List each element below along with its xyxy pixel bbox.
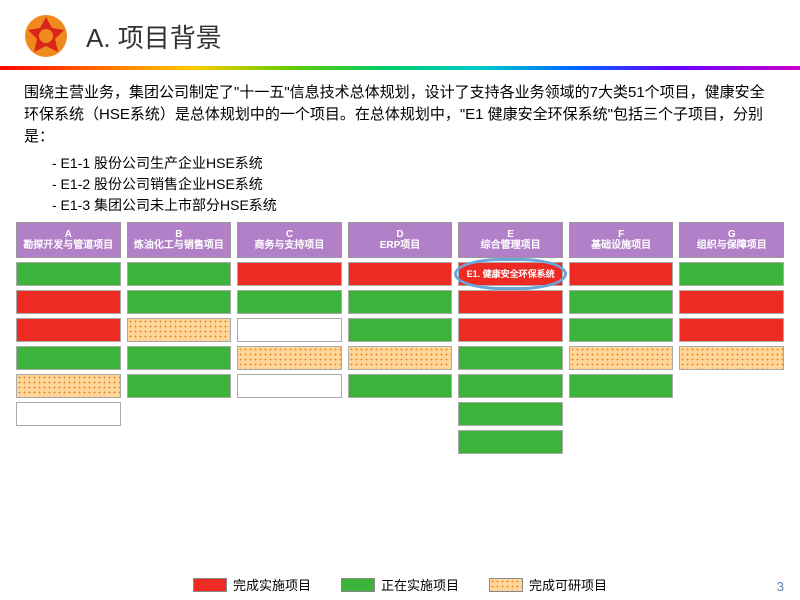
legend-swatch [341, 578, 375, 592]
project-cell [679, 290, 784, 314]
column-header: DERP项目 [348, 222, 453, 258]
project-cell [569, 430, 674, 454]
project-cell [458, 402, 563, 426]
project-cell [458, 430, 563, 454]
column-e: E综合管理项目 E1. 健康安全环保系统 [458, 222, 563, 454]
project-cell [679, 262, 784, 286]
project-cell [237, 374, 342, 398]
project-cell [237, 346, 342, 370]
project-cell [348, 290, 453, 314]
project-cell [237, 318, 342, 342]
column-header: F基础设施项目 [569, 222, 674, 258]
column-d: DERP项目 [348, 222, 453, 454]
project-cell [127, 346, 232, 370]
project-cell [16, 262, 121, 286]
project-cell [569, 402, 674, 426]
project-cell [237, 290, 342, 314]
project-cell [679, 430, 784, 454]
legend-label: 完成可研项目 [529, 575, 607, 594]
project-cell [679, 374, 784, 398]
cnpc-logo-icon [24, 14, 68, 58]
project-cell [16, 402, 121, 426]
legend-item: 完成实施项目 [193, 575, 311, 594]
project-cell [16, 430, 121, 454]
column-g: G组织与保障项目 [679, 222, 784, 454]
project-cell [127, 290, 232, 314]
slide-header: A. 项目背景 [0, 0, 800, 66]
legend: 完成实施项目 正在实施项目 完成可研项目 [0, 575, 800, 594]
project-cell [679, 318, 784, 342]
project-cell [348, 430, 453, 454]
project-cell [237, 262, 342, 286]
column-header: E综合管理项目 [458, 222, 563, 258]
slide-title: A. 项目背景 [86, 18, 222, 55]
project-cell [569, 346, 674, 370]
column-c: C商务与支持项目 [237, 222, 342, 454]
project-cell [127, 430, 232, 454]
project-cell [569, 318, 674, 342]
project-cell [16, 290, 121, 314]
column-header: B炼油化工与销售项目 [127, 222, 232, 258]
project-cell: E1. 健康安全环保系统 [458, 262, 563, 286]
project-cell [569, 262, 674, 286]
project-cell [16, 374, 121, 398]
project-cell [348, 318, 453, 342]
project-cell [569, 374, 674, 398]
legend-label: 正在实施项目 [381, 575, 459, 594]
project-cell [237, 402, 342, 426]
project-cell [127, 374, 232, 398]
bullet-e1-3: - E1-3 集团公司未上市部分HSE系统 [52, 195, 776, 216]
highlight-ring-icon [454, 258, 567, 290]
project-cell [16, 346, 121, 370]
project-cell [348, 346, 453, 370]
legend-item: 正在实施项目 [341, 575, 459, 594]
sub-project-list: - E1-1 股份公司生产企业HSE系统 - E1-2 股份公司销售企业HSE系… [0, 151, 800, 222]
project-cell [458, 318, 563, 342]
column-b: B炼油化工与销售项目 [127, 222, 232, 454]
bullet-e1-1: - E1-1 股份公司生产企业HSE系统 [52, 153, 776, 174]
column-f: F基础设施项目 [569, 222, 674, 454]
project-cell [127, 318, 232, 342]
project-cell [679, 402, 784, 426]
column-a: A勘探开发与管道项目 [16, 222, 121, 454]
project-cell [348, 402, 453, 426]
page-number: 3 [777, 579, 784, 594]
project-cell [679, 346, 784, 370]
project-cell [458, 374, 563, 398]
column-header: C商务与支持项目 [237, 222, 342, 258]
project-cell [127, 262, 232, 286]
project-cell [569, 290, 674, 314]
intro-paragraph: 围绕主营业务，集团公司制定了"十一五"信息技术总体规划，设计了支持各业务领域的7… [0, 70, 800, 151]
project-cell [127, 402, 232, 426]
bullet-e1-2: - E1-2 股份公司销售企业HSE系统 [52, 174, 776, 195]
column-header: G组织与保障项目 [679, 222, 784, 258]
column-header: A勘探开发与管道项目 [16, 222, 121, 258]
legend-item: 完成可研项目 [489, 575, 607, 594]
project-grid: A勘探开发与管道项目B炼油化工与销售项目C商务与支持项目DERP项目E综合管理项… [0, 222, 800, 454]
project-cell [348, 262, 453, 286]
project-cell [458, 346, 563, 370]
legend-swatch [489, 578, 523, 592]
project-cell [348, 374, 453, 398]
project-cell [458, 290, 563, 314]
legend-label: 完成实施项目 [233, 575, 311, 594]
project-cell [16, 318, 121, 342]
legend-swatch [193, 578, 227, 592]
project-cell [237, 430, 342, 454]
